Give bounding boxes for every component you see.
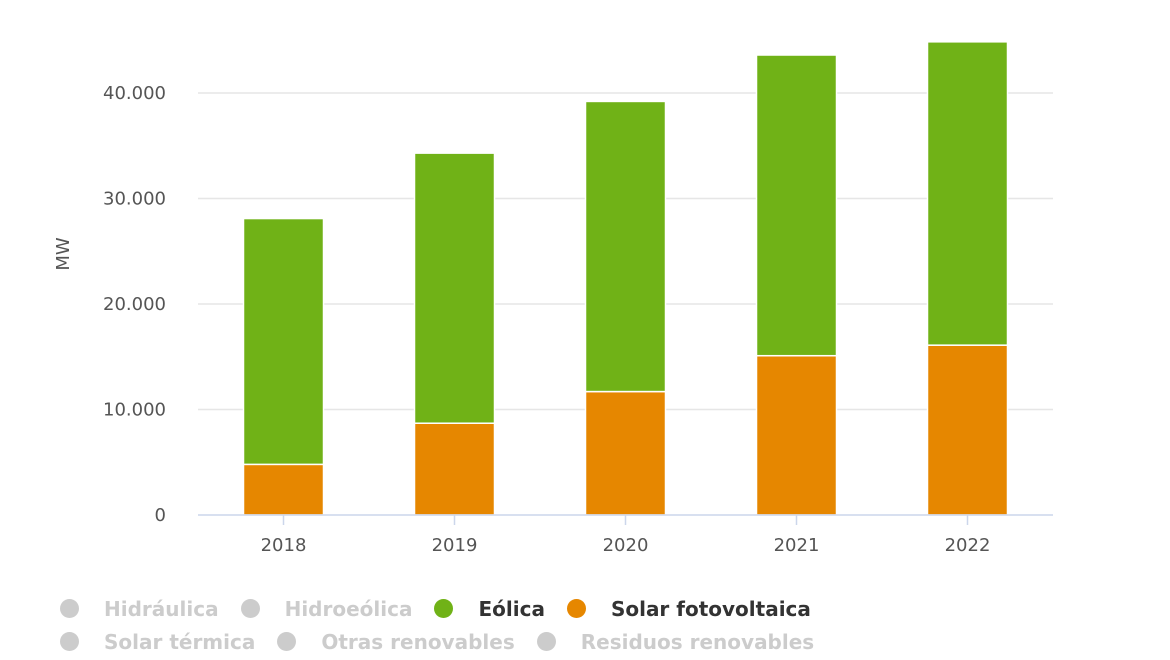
legend-row: Hidráulica Hidroeólica Eólica Solar fotovol… bbox=[60, 592, 960, 625]
legend-item-hidr-ulica[interactable]: Hidráulica bbox=[60, 597, 219, 621]
stacked-bar-chart: 0 10.000 20.000 30.000 40.000 MW 2018 2019 2020 2… bbox=[53, 41, 1053, 556]
chart-legend: Hidráulica Hidroeólica Eólica Solar fotovol… bbox=[60, 592, 960, 658]
y-tick-label: 40.000 bbox=[103, 83, 166, 104]
legend-label: Solar fotovoltaica bbox=[610, 596, 811, 621]
x-tick-label: 2020 bbox=[603, 535, 649, 556]
bar-e-lica bbox=[926, 41, 1009, 346]
y-tick-label: 0 bbox=[155, 505, 166, 526]
legend-dot-icon bbox=[566, 599, 586, 618]
legend-label: Eólica bbox=[478, 596, 545, 621]
bar-solar-fotovoltaica bbox=[413, 422, 496, 516]
legend-item-e-lica[interactable]: Eólica bbox=[434, 596, 545, 621]
legend-row: Solar térmica Otras renovables Residuos re… bbox=[60, 625, 960, 658]
x-tick-label: 2022 bbox=[945, 535, 991, 556]
legend-dot-icon bbox=[60, 599, 79, 618]
x-tick-label: 2018 bbox=[261, 535, 307, 556]
legend-item-hidroe-lica[interactable]: Hidroeólica bbox=[240, 596, 413, 621]
y-tick-label: 20.000 bbox=[103, 294, 166, 315]
bar-e-lica bbox=[413, 152, 496, 424]
x-tick-label: 2019 bbox=[432, 535, 478, 556]
y-tick-label: 30.000 bbox=[103, 189, 166, 210]
bar-solar-fotovoltaica bbox=[242, 463, 325, 516]
legend-label: Solar térmica bbox=[104, 629, 256, 654]
legend-dot-icon bbox=[536, 632, 556, 651]
bar-solar-fotovoltaica bbox=[926, 344, 1009, 516]
bar-solar-fotovoltaica bbox=[755, 354, 838, 516]
legend-label: Hidráulica bbox=[104, 596, 219, 621]
legend-dot-icon bbox=[277, 632, 297, 651]
bar-e-lica bbox=[242, 217, 325, 466]
legend-item-otras-renovables[interactable]: Otras renovables bbox=[277, 629, 515, 654]
legend-item-solar-fotovoltaica[interactable]: Solar fotovoltaica bbox=[566, 596, 811, 621]
bar-e-lica bbox=[584, 100, 667, 393]
y-axis-label: MW bbox=[53, 237, 74, 271]
legend-label: Hidroeólica bbox=[284, 596, 413, 621]
legend-item-residuos-renovables[interactable]: Residuos renovables bbox=[536, 629, 815, 654]
legend-dot-icon bbox=[240, 599, 260, 618]
legend-dot-icon bbox=[60, 632, 79, 651]
y-tick-label: 10.000 bbox=[103, 400, 166, 421]
bar-e-lica bbox=[755, 54, 838, 357]
legend-label: Otras renovables bbox=[321, 629, 515, 654]
legend-label: Residuos renovables bbox=[580, 629, 815, 654]
legend-dot-icon bbox=[434, 599, 454, 618]
legend-item-solar-t-rmica[interactable]: Solar térmica bbox=[60, 630, 255, 654]
x-tick-label: 2021 bbox=[774, 535, 820, 556]
bar-solar-fotovoltaica bbox=[584, 390, 667, 516]
